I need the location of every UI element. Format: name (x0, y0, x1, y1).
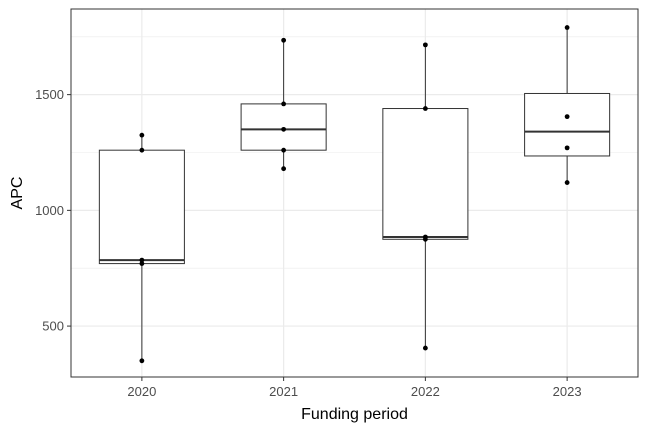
data-point (422, 106, 428, 111)
data-point (422, 345, 428, 351)
y-tick-label: 1500 (35, 87, 64, 102)
panel-border (70, 8, 639, 378)
data-point (139, 132, 145, 138)
data-point (281, 126, 287, 132)
data-point (564, 180, 570, 185)
boxes (98, 27, 611, 361)
data-point (281, 37, 287, 43)
x-tick-label: 2021 (269, 384, 298, 399)
y-axis-title: APC (9, 177, 26, 210)
data-points (139, 25, 570, 364)
data-point (564, 114, 570, 120)
y-tick-label: 1000 (35, 203, 64, 218)
data-point (281, 147, 287, 153)
data-point (139, 147, 145, 153)
box-2020 (98, 149, 185, 265)
axis-ticks: 500 1000 1500 2020 2021 2022 2023 (35, 87, 582, 399)
data-point (139, 261, 145, 266)
data-point (564, 145, 570, 151)
data-point (281, 166, 287, 172)
x-axis-title: Funding period (301, 406, 408, 423)
data-point (139, 257, 145, 263)
x-tick-label: 2022 (411, 384, 440, 399)
x-tick-label: 2023 (553, 384, 582, 399)
x-tick-label: 2020 (127, 384, 156, 399)
data-point (422, 236, 428, 242)
data-point (281, 101, 287, 107)
box-2022 (382, 108, 469, 240)
y-tick-label: 500 (42, 319, 64, 334)
data-point (139, 358, 145, 364)
data-point (422, 42, 428, 48)
data-point (564, 25, 570, 30)
